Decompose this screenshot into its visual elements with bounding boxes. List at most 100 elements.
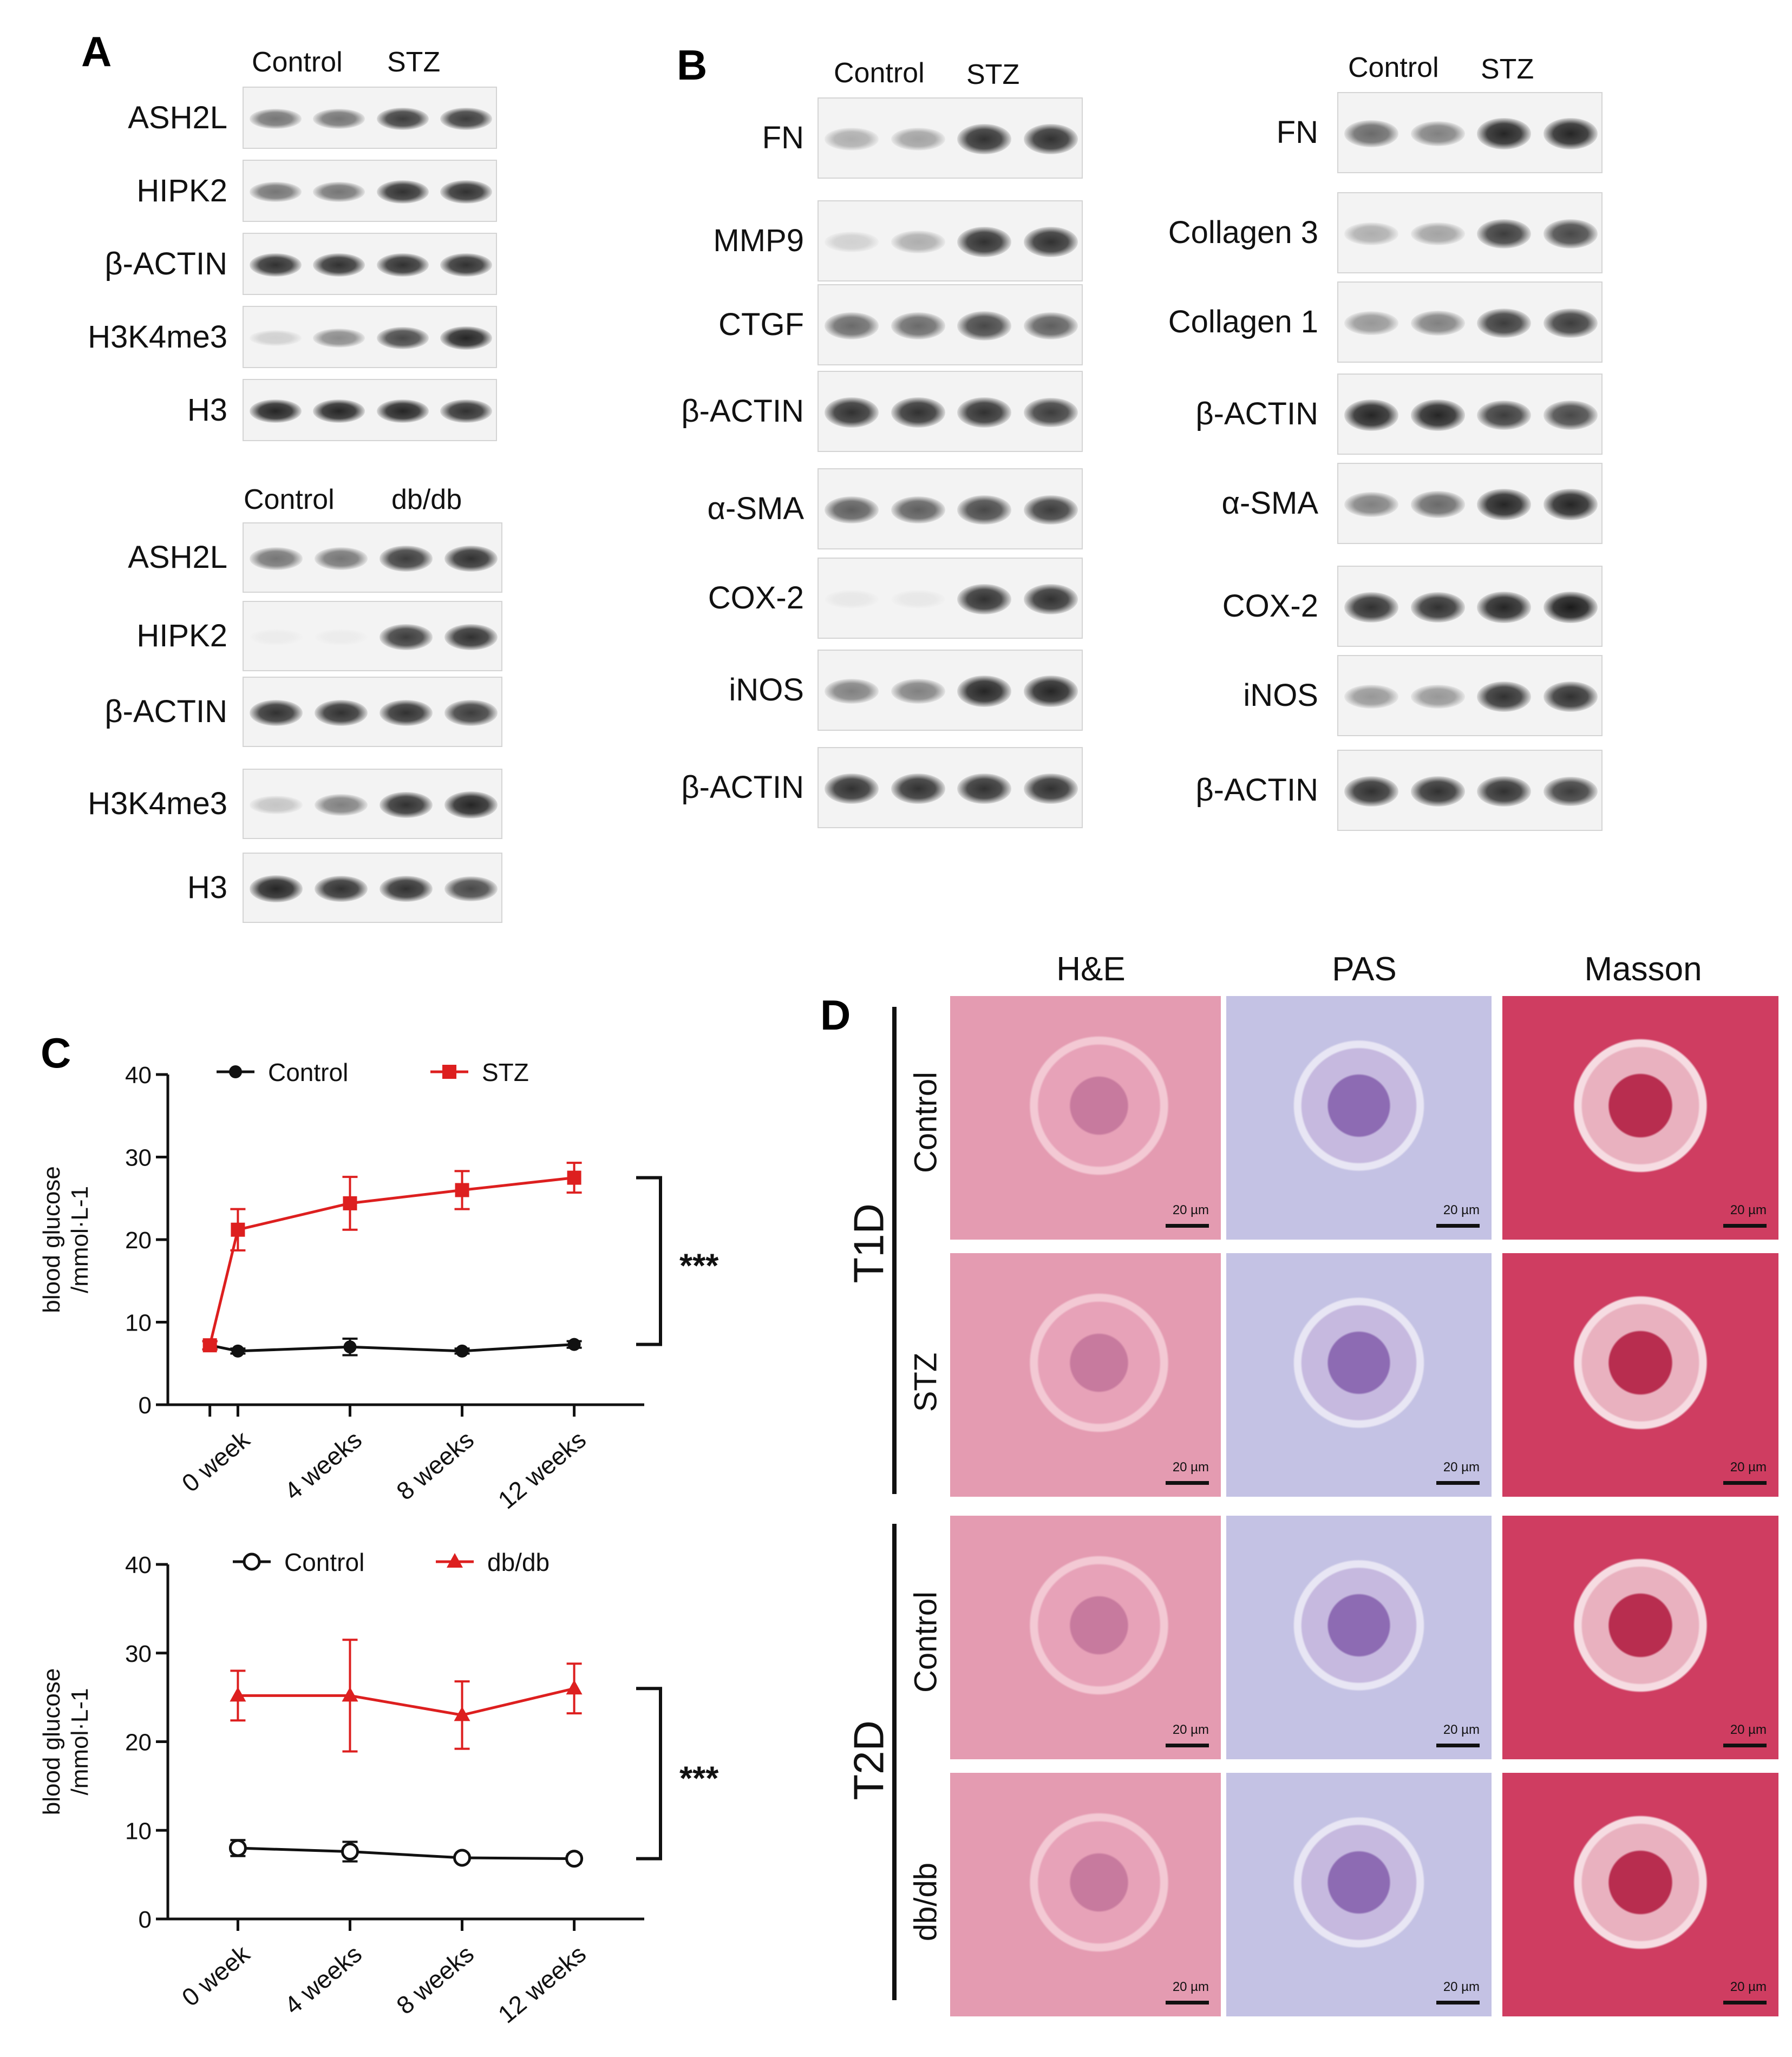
scale-bar [1166, 1481, 1209, 1485]
b-right-band-5-3 [1543, 591, 1598, 624]
b-right-band-0-0 [1344, 120, 1399, 147]
b-left-blot-1 [817, 200, 1083, 281]
scale-bar-label: 20 µm [1172, 1203, 1209, 1217]
b-left-band-3-3 [1023, 397, 1078, 428]
b-left-band-0-3 [1023, 124, 1078, 154]
c-top-legend-label-0: Control [268, 1058, 348, 1086]
b-right-band-1-1 [1410, 222, 1465, 246]
b-left-row-label-7: β-ACTIN [681, 770, 804, 805]
b-right-band-3-1 [1410, 399, 1465, 431]
panel-b-right-group-stz: STZ [1481, 54, 1534, 85]
scale-bar [1723, 1744, 1767, 1747]
a-bot-blot-4 [243, 853, 502, 923]
c-top-sig-bracket [636, 1176, 662, 1346]
column-header-masson: Masson [1584, 951, 1702, 988]
a-top-band-1-1 [313, 182, 365, 202]
a-bot-band-0-1 [314, 547, 368, 570]
b-left-band-1-3 [1023, 227, 1078, 257]
b-right-band-5-2 [1477, 592, 1532, 623]
b-left-band-2-0 [825, 312, 879, 339]
b-left-band-2-2 [957, 311, 1012, 340]
panel-a-label: A [81, 28, 112, 75]
histology-tile-2-pas: 20 µm [1226, 1516, 1492, 1759]
a-bot-band-4-3 [444, 876, 498, 902]
a-top-blot-4 [243, 379, 497, 441]
b-left-band-3-1 [891, 397, 945, 428]
b-right-band-0-3 [1543, 118, 1598, 149]
row-label-t1d-control: Control [908, 1072, 944, 1173]
c-top-ytick-label-1: 10 [125, 1310, 152, 1337]
c-top-point-0-2 [343, 1340, 357, 1354]
scale-bar-label: 20 µm [1730, 1980, 1767, 1994]
b-left-band-3-0 [825, 397, 879, 428]
b-right-band-1-0 [1344, 222, 1399, 245]
b-left-band-2-3 [1023, 312, 1078, 340]
a-bot-band-2-0 [249, 699, 303, 726]
scale-bar-label: 20 µm [1730, 1203, 1767, 1217]
scale-bar-label: 20 µm [1730, 1460, 1767, 1475]
c-bot-sig-label: *** [679, 1760, 719, 1797]
a-top-blot-0 [243, 87, 497, 149]
a-bot-band-3-2 [379, 791, 433, 818]
c-top-ylabel: blood glucose/mmol·L-1 [38, 1166, 93, 1313]
c-top-point-1-1 [231, 1222, 245, 1237]
b-left-blot-0 [817, 97, 1083, 179]
scale-bar-label: 20 µm [1443, 1722, 1480, 1737]
c-bot-ytick-label-1: 10 [125, 1818, 152, 1844]
b-right-band-6-1 [1410, 685, 1465, 709]
a-bot-band-4-2 [379, 875, 433, 902]
scale-bar [1436, 1744, 1480, 1747]
a-bot-band-3-0 [249, 796, 303, 814]
b-right-band-4-2 [1477, 489, 1532, 520]
panel-b-left-group-control: Control [834, 57, 925, 89]
b-left-band-6-2 [957, 676, 1012, 707]
panel-b-left-group-stz: STZ [966, 59, 1020, 90]
b-left-band-4-3 [1023, 495, 1078, 525]
b-right-row-label-1: Collagen 3 [1168, 215, 1318, 250]
b-right-band-7-0 [1344, 776, 1399, 807]
a-top-blot-3 [243, 306, 497, 368]
a-top-band-1-0 [249, 182, 302, 202]
c-top-ytick-label-2: 20 [125, 1227, 152, 1254]
b-left-band-5-3 [1023, 584, 1078, 614]
b-left-band-7-3 [1023, 774, 1078, 804]
c-bot-ylabel: blood glucose/mmol·L-1 [38, 1668, 93, 1816]
b-left-blot-3 [817, 371, 1083, 452]
b-right-band-2-0 [1344, 311, 1399, 335]
b-right-band-4-1 [1410, 491, 1465, 518]
a-top-band-2-2 [376, 253, 429, 277]
c-top-legend-marker-1 [442, 1065, 456, 1079]
a-bot-blot-2 [243, 677, 502, 747]
histology-tile-0-pas: 20 µm [1226, 996, 1492, 1240]
histology-tile-3-he: 20 µm [950, 1773, 1221, 2016]
a-top-band-2-0 [249, 253, 302, 277]
a-top-band-0-3 [440, 107, 493, 130]
group-label-t1d: T1D [845, 1203, 893, 1283]
a-top-band-3-0 [249, 330, 302, 346]
c-bot-ytick-label-0: 0 [139, 1907, 152, 1933]
scale-bar-label: 20 µm [1172, 1980, 1209, 1994]
a-bot-row-label-2: β-ACTIN [104, 694, 227, 729]
b-right-band-3-2 [1477, 400, 1532, 430]
scale-bar [1166, 1744, 1209, 1747]
histology-tile-0-he: 20 µm [950, 996, 1221, 1240]
b-right-blot-2 [1337, 281, 1603, 363]
c-top-legend-label-1: STZ [482, 1058, 529, 1086]
t1d-bracket-line [892, 1007, 897, 1494]
a-bot-band-3-1 [314, 794, 368, 816]
glucose-chart-dbdb: 0 10 20 30 40 blood glucose/mmol·L-1 0 week 4 w… [38, 1548, 719, 2029]
c-top-ytick-label-3: 30 [125, 1145, 152, 1171]
c-bot-legend-marker-0 [243, 1552, 261, 1571]
c-top-xtick-label-0: 0 week [176, 1425, 256, 1497]
b-left-band-0-1 [891, 127, 945, 151]
row-label-t1d-stz: STZ [908, 1352, 944, 1412]
a-bot-blot-3 [243, 769, 502, 839]
a-bot-band-0-3 [444, 545, 498, 572]
c-top-point-1-3 [455, 1183, 469, 1197]
panel-c-label: C [41, 1029, 71, 1077]
c-bot-legend-label-0: Control [284, 1548, 364, 1576]
b-left-band-4-0 [825, 496, 879, 524]
b-left-band-2-1 [891, 312, 945, 339]
b-right-band-2-3 [1543, 308, 1598, 338]
